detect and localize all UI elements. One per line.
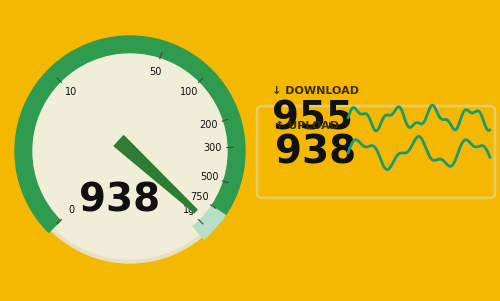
- Text: 1g: 1g: [182, 205, 195, 215]
- Text: 200: 200: [200, 120, 218, 130]
- Circle shape: [18, 39, 242, 263]
- Text: ↑ UPLOAD: ↑ UPLOAD: [275, 121, 339, 131]
- Circle shape: [33, 54, 227, 248]
- Circle shape: [125, 146, 135, 156]
- Polygon shape: [114, 136, 197, 213]
- Text: 300: 300: [204, 143, 222, 153]
- Text: 955: 955: [272, 99, 353, 137]
- Wedge shape: [192, 205, 226, 239]
- Text: 0: 0: [68, 205, 74, 215]
- FancyBboxPatch shape: [257, 106, 495, 198]
- Text: 500: 500: [200, 172, 218, 182]
- Circle shape: [22, 43, 238, 259]
- Text: 938: 938: [275, 134, 356, 172]
- Text: ↓ DOWNLOAD: ↓ DOWNLOAD: [272, 86, 359, 96]
- Text: 10: 10: [65, 87, 78, 97]
- Text: 100: 100: [180, 87, 198, 97]
- Text: 750: 750: [190, 192, 208, 202]
- Wedge shape: [15, 36, 245, 232]
- Text: 938: 938: [80, 182, 160, 220]
- Text: 50: 50: [150, 67, 162, 77]
